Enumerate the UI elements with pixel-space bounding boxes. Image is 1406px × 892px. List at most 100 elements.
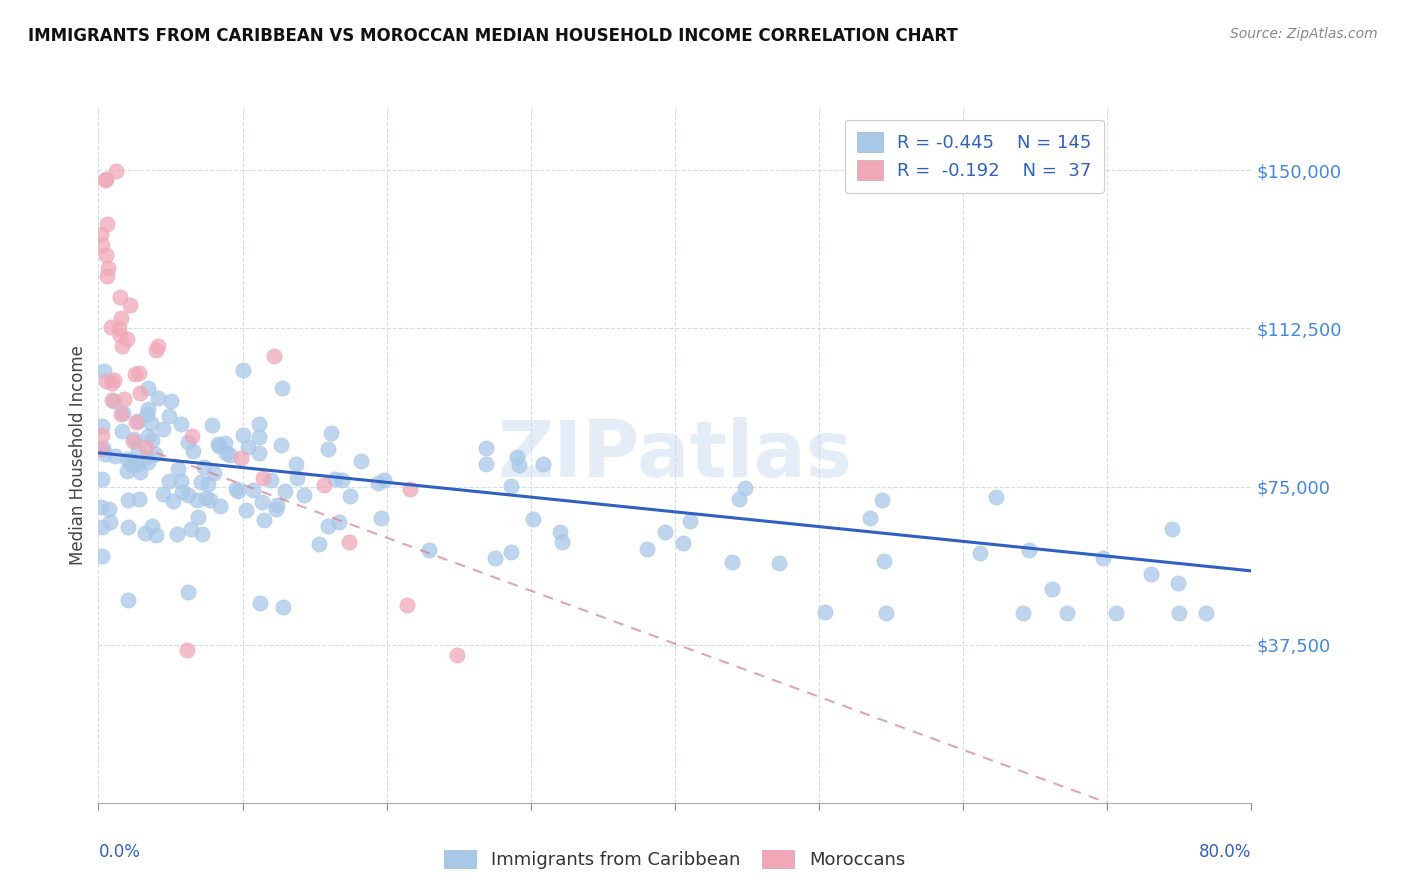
Point <box>111 424 134 438</box>
Point <box>1092 551 1115 566</box>
Point <box>679 515 702 529</box>
Point <box>232 363 254 377</box>
Point <box>145 528 167 542</box>
Point <box>271 600 294 615</box>
Point <box>284 457 307 471</box>
Point <box>198 493 221 508</box>
Point <box>399 483 422 497</box>
Point <box>108 290 131 304</box>
Point <box>120 453 142 467</box>
Point <box>90 428 112 442</box>
Point <box>112 392 135 406</box>
Point <box>728 492 751 507</box>
Point <box>103 373 125 387</box>
Point <box>235 503 257 517</box>
Point <box>90 549 112 563</box>
Point <box>1018 542 1040 557</box>
Point <box>266 499 288 513</box>
Point <box>259 473 281 487</box>
Point <box>91 520 114 534</box>
Point <box>157 475 180 489</box>
Point <box>229 451 252 466</box>
Point <box>499 479 522 493</box>
Point <box>181 444 204 458</box>
Point <box>247 430 270 444</box>
Point <box>232 428 254 442</box>
Point <box>270 437 292 451</box>
Point <box>136 429 159 443</box>
Point <box>122 434 145 448</box>
Point <box>308 537 330 551</box>
Point <box>110 407 132 421</box>
Point <box>319 425 342 440</box>
Point <box>108 328 131 343</box>
Point <box>170 485 193 500</box>
Point <box>446 648 468 663</box>
Point <box>292 488 315 502</box>
Point <box>247 446 270 460</box>
Point <box>253 513 276 527</box>
Point <box>1042 582 1064 597</box>
Point <box>271 381 294 395</box>
Text: ZIPatlas: ZIPatlas <box>498 417 852 493</box>
Point <box>872 554 894 568</box>
Point <box>201 418 224 433</box>
Point <box>146 392 169 406</box>
Point <box>100 376 122 390</box>
Point <box>90 442 112 457</box>
Point <box>484 551 506 566</box>
Point <box>209 499 232 513</box>
Point <box>170 417 193 431</box>
Point <box>127 414 149 428</box>
Point <box>121 458 143 473</box>
Point <box>734 481 756 495</box>
Point <box>191 527 214 541</box>
Point <box>986 490 1008 504</box>
Point <box>337 535 360 549</box>
Point <box>93 364 115 378</box>
Point <box>1104 606 1126 620</box>
Point <box>128 366 150 380</box>
Point <box>100 319 122 334</box>
Point <box>98 502 121 516</box>
Point <box>501 544 523 558</box>
Point <box>145 447 167 461</box>
Point <box>814 605 837 619</box>
Point <box>117 332 138 346</box>
Point <box>1167 606 1189 620</box>
Point <box>170 474 193 488</box>
Point <box>93 173 115 187</box>
Point <box>551 535 574 549</box>
Point <box>508 458 530 472</box>
Point <box>1011 606 1033 620</box>
Point <box>167 462 190 476</box>
Point <box>91 441 114 455</box>
Point <box>531 457 554 471</box>
Point <box>721 556 744 570</box>
Point <box>505 450 527 464</box>
Point <box>96 268 118 283</box>
Point <box>176 434 198 449</box>
Point <box>157 409 180 423</box>
Point <box>136 402 159 417</box>
Point <box>176 585 198 599</box>
Point <box>316 442 339 456</box>
Point <box>94 248 117 262</box>
Point <box>179 522 201 536</box>
Text: IMMIGRANTS FROM CARIBBEAN VS MOROCCAN MEDIAN HOUSEHOLD INCOME CORRELATION CHART: IMMIGRANTS FROM CARIBBEAN VS MOROCCAN ME… <box>28 27 957 45</box>
Point <box>162 493 184 508</box>
Point <box>134 526 156 541</box>
Point <box>330 473 353 487</box>
Point <box>141 433 163 447</box>
Point <box>176 488 198 502</box>
Point <box>214 435 236 450</box>
Point <box>475 441 498 455</box>
Point <box>339 489 361 503</box>
Point <box>128 386 150 401</box>
Point <box>96 374 118 388</box>
Point <box>418 542 440 557</box>
Text: 0.0%: 0.0% <box>98 843 141 861</box>
Point <box>193 459 215 474</box>
Point <box>160 394 183 409</box>
Point <box>654 524 676 539</box>
